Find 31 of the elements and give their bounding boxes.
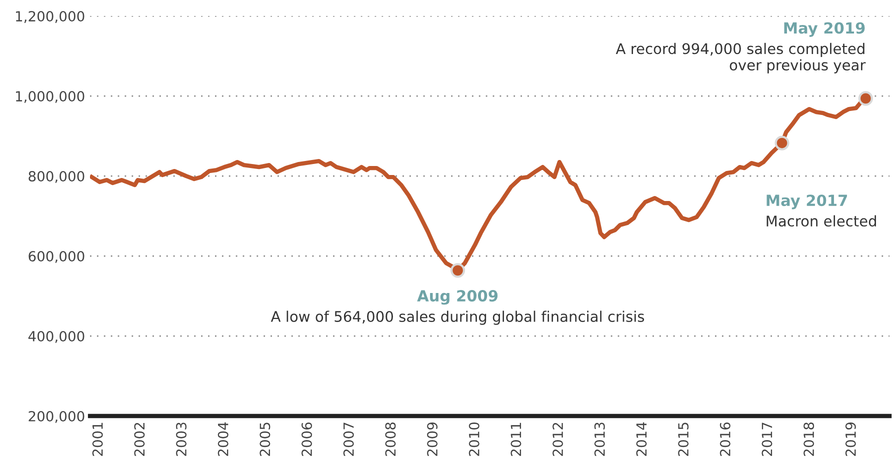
y-tick-label: 200,000 bbox=[28, 410, 84, 423]
annotation: A low of 564,000 sales during global financial crisis bbox=[270, 310, 644, 325]
x-tick-label: 2014 bbox=[636, 422, 647, 456]
x-tick-label: 2017 bbox=[762, 422, 772, 456]
x-tick-label: 2019 bbox=[845, 422, 856, 456]
x-tick-label: 2015 bbox=[678, 422, 689, 456]
x-tick-label: 2007 bbox=[343, 422, 354, 456]
x-tick-label: 2010 bbox=[468, 422, 480, 456]
x-tick-label: 2006 bbox=[302, 422, 312, 456]
x-tick-label: 2005 bbox=[260, 422, 270, 456]
x-tick-label: 2002 bbox=[134, 422, 145, 456]
y-tick-label: 1,200,000 bbox=[16, 11, 84, 23]
x-tick-label: 2003 bbox=[176, 422, 187, 456]
y-tick-label: 800,000 bbox=[28, 171, 84, 183]
y-tick-label: 600,000 bbox=[28, 251, 84, 263]
x-tick-label: 2001 bbox=[92, 422, 103, 456]
x-tick-label: 2012 bbox=[552, 422, 564, 456]
annotation: May 2019 bbox=[784, 22, 865, 37]
annotation: Macron elected bbox=[766, 215, 876, 227]
annotation: A record 994,000 sales completed over previous year bbox=[616, 42, 866, 74]
x-tick-label: 2016 bbox=[720, 422, 730, 456]
y-tick-label: 400,000 bbox=[28, 330, 84, 343]
y-tick-label: 1,000,000 bbox=[16, 91, 84, 103]
annotation: May 2017 bbox=[766, 194, 847, 210]
x-tick-label: 2004 bbox=[218, 422, 228, 456]
x-tick-label: 2009 bbox=[427, 422, 438, 456]
x-tick-label: 2011 bbox=[510, 422, 522, 456]
annotation: Aug 2009 bbox=[417, 290, 498, 305]
x-tick-label: 2013 bbox=[594, 422, 605, 456]
x-tick-label: 2018 bbox=[804, 422, 814, 456]
x-tick-label: 2008 bbox=[385, 422, 396, 456]
